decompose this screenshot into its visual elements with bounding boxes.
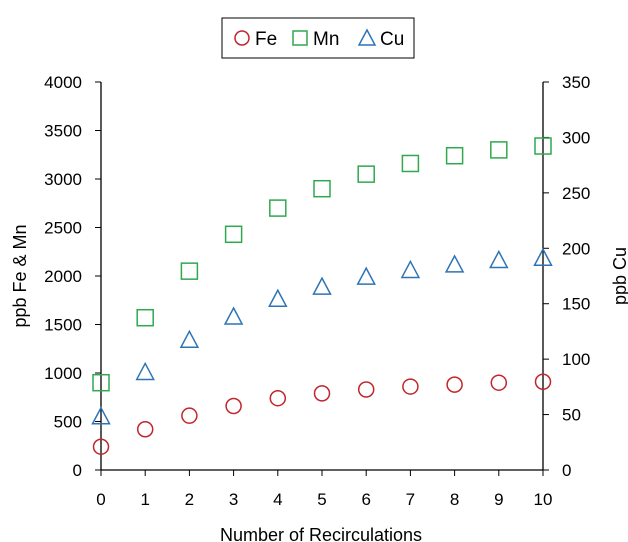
point-fe xyxy=(490,374,508,391)
x-tick-label: 3 xyxy=(229,490,238,509)
y-right-tick-label: 200 xyxy=(562,239,590,258)
point-cu xyxy=(179,329,200,349)
point-fe xyxy=(181,407,198,424)
y-left-tick-label: 1500 xyxy=(44,316,82,335)
point-mn xyxy=(224,225,243,244)
data-points xyxy=(91,137,553,455)
legend-label-mn: Mn xyxy=(313,29,339,50)
point-mn xyxy=(180,262,199,280)
point-mn xyxy=(445,146,464,165)
x-tick-label: 5 xyxy=(317,490,326,509)
x-tick-label: 7 xyxy=(406,490,415,509)
y-left-tick-label: 0 xyxy=(73,461,82,480)
x-tick-label: 6 xyxy=(361,490,370,509)
y-left-tick-label: 3000 xyxy=(44,170,82,189)
y-right-tick-label: 100 xyxy=(562,350,590,369)
y-left-tick-label: 1000 xyxy=(44,364,82,383)
point-fe xyxy=(402,378,419,395)
legend-item-cu: Cu xyxy=(357,28,404,50)
point-cu xyxy=(91,406,111,425)
point-fe xyxy=(269,389,287,407)
x-tick-label: 1 xyxy=(140,490,149,509)
legend-marker-cu xyxy=(357,28,377,46)
y-axis-title-left: ppb Fe & Mn xyxy=(10,224,30,327)
point-mn xyxy=(92,373,110,392)
point-cu xyxy=(312,276,332,295)
legend-marker-fe xyxy=(234,30,250,46)
y-left-tick-label: 2000 xyxy=(44,267,82,286)
point-mn xyxy=(401,154,420,173)
x-tick-label: 10 xyxy=(534,490,553,509)
y-left-tick-label: 500 xyxy=(54,413,82,432)
point-cu xyxy=(268,288,288,308)
y-left-tick-label: 2500 xyxy=(44,219,82,238)
point-fe xyxy=(313,385,331,402)
legend-marker-mn xyxy=(292,30,308,46)
y-right-tick-label: 350 xyxy=(562,73,590,92)
point-fe xyxy=(225,397,242,415)
point-mn xyxy=(136,308,154,327)
point-mn xyxy=(534,137,552,155)
point-fe xyxy=(446,376,463,393)
x-tick-label: 9 xyxy=(494,490,503,509)
y-right-tick-label: 250 xyxy=(562,184,590,203)
y-right-tick-label: 300 xyxy=(562,128,590,147)
x-axis-title: Number of Recirculations xyxy=(220,525,422,542)
point-fe xyxy=(136,421,154,438)
legend-box xyxy=(221,17,415,59)
legend-item-mn: Mn xyxy=(292,29,339,50)
legend-label-fe: Fe xyxy=(255,29,277,50)
point-mn xyxy=(357,165,375,183)
point-fe xyxy=(357,381,375,398)
point-cu xyxy=(489,249,509,269)
x-tick-label: 4 xyxy=(273,490,282,509)
legend-item-fe: Fe xyxy=(234,29,277,50)
point-cu xyxy=(135,361,155,381)
point-mn xyxy=(490,141,508,159)
legend: Fe Mn Cu xyxy=(221,17,415,59)
point-fe xyxy=(92,438,110,455)
y-left-tick-label: 4000 xyxy=(44,73,82,92)
point-cu xyxy=(444,254,465,273)
point-cu xyxy=(356,266,376,285)
y-right-tick-label: 0 xyxy=(562,461,571,480)
y-left-tick-label: 3500 xyxy=(44,122,82,141)
point-fe xyxy=(534,373,552,390)
axes xyxy=(100,82,544,471)
point-mn xyxy=(269,199,287,217)
x-tick-label: 0 xyxy=(96,490,105,509)
y-right-tick-label: 50 xyxy=(562,406,581,425)
y-axis-title-right: ppb Cu xyxy=(610,247,628,305)
point-mn xyxy=(313,179,331,198)
point-cu xyxy=(400,259,421,279)
x-tick-label: 2 xyxy=(185,490,194,509)
point-cu xyxy=(533,247,553,267)
y-right-tick-label: 150 xyxy=(562,295,590,314)
legend-label-cu: Cu xyxy=(380,29,404,50)
ticks: 0 1 2 3 4 5 6 7 8 9 100500100015002000250030003500… xyxy=(44,73,590,509)
x-tick-label: 8 xyxy=(450,490,459,509)
point-cu xyxy=(223,306,244,325)
